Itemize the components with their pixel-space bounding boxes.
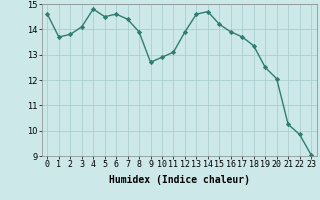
X-axis label: Humidex (Indice chaleur): Humidex (Indice chaleur)	[109, 175, 250, 185]
